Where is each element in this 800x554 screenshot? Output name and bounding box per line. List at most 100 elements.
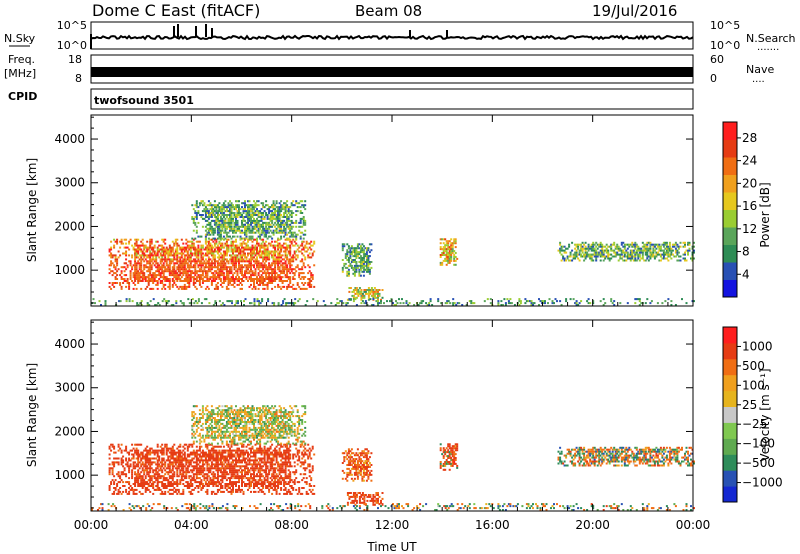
echo-cell [445,263,448,266]
echo-cell [257,252,260,255]
echo-cell [245,210,248,213]
echo-cell [140,260,143,263]
echo-cell [634,259,637,262]
echo-cell [207,227,210,230]
echo-cell [144,469,147,472]
echo-cell [668,241,671,244]
echo-cell [224,276,227,279]
echo-cell [265,274,268,277]
echo-cell [188,477,191,480]
echo-cell [225,242,228,245]
echo-cell [123,278,126,280]
echo-cell [218,246,221,249]
echo-cell [167,463,170,466]
echo-cell [265,231,268,234]
echo-cell [131,280,134,282]
echo-cell [219,252,222,255]
echo-cell [241,237,243,240]
echo-cell [447,248,450,251]
echo-cell [155,256,158,259]
echo-cell [150,287,153,290]
echo-cell [383,302,385,305]
echo-cell [198,473,201,476]
echo-cell [614,253,617,256]
echo-cell [242,216,245,218]
echo-cell [137,244,140,247]
echo-cell [152,492,155,495]
echo-cell [135,451,138,454]
echo-cell [305,246,308,249]
echo-cell [304,200,307,203]
echo-cell [179,469,182,472]
echo-cell [611,243,614,246]
echo-cell [671,243,674,246]
echo-cell [233,248,236,251]
echo-cell [262,225,265,228]
echo-cell [179,451,182,454]
echo-cell [362,274,365,277]
echo-cell [302,237,305,240]
echo-cell [222,256,225,259]
echo-cell [367,296,370,299]
echo-cell [201,256,204,259]
echo-cell [367,270,370,273]
echo-cell [357,294,360,297]
echo-cell [362,259,365,261]
echo-cell [232,256,234,259]
echo-cell [137,463,140,466]
echo-cell [168,465,171,468]
echo-cell [180,465,183,468]
echo-cell [283,250,286,253]
echo-cell [132,274,135,277]
echo-cell [620,251,623,254]
echo-cell [200,457,203,460]
echo-cell [138,244,141,247]
echo-cell [235,216,237,218]
echo-cell [580,245,583,248]
echo-cell [141,477,144,480]
echo-cell [286,256,289,259]
echo-cell [126,465,129,468]
echo-cell [213,483,216,485]
echo-cell [138,461,141,464]
echo-cell [198,282,201,284]
echo-cell [519,302,522,305]
echo-cell [165,252,168,255]
echo-cell [197,235,200,238]
echo-cell [225,258,228,261]
echo-cell [174,488,177,491]
echo-cell [265,229,268,232]
echo-cell [346,251,349,254]
echo-cell [170,461,173,464]
echo-cell [250,221,252,224]
echo-cell [167,256,170,259]
echo-cell [441,248,444,251]
echo-cell [165,477,168,480]
echo-cell [232,227,234,230]
echo-cell [206,244,209,247]
echo-cell [229,229,231,232]
echo-cell [210,465,213,468]
echo-cell [444,238,447,241]
echo-cell [206,233,209,236]
echo-cell [486,298,489,301]
echo-cell [155,469,158,472]
echo-cell [363,294,366,297]
echo-cell [227,219,230,222]
echo-cell [200,488,203,491]
echo-cell [253,221,255,224]
echo-cell [116,262,119,265]
echo-cell [216,481,219,484]
echo-cell [173,252,176,255]
echo-cell [256,237,258,240]
echo-cell [141,479,144,482]
echo-cell [227,282,230,284]
echo-cell [131,244,134,247]
echo-cell [302,248,305,251]
echo-cell [216,227,219,230]
echo-cell [229,221,231,224]
echo-cell [108,250,111,253]
echo-cell [138,268,141,271]
echo-cell [626,253,629,256]
echo-cell [280,276,283,279]
